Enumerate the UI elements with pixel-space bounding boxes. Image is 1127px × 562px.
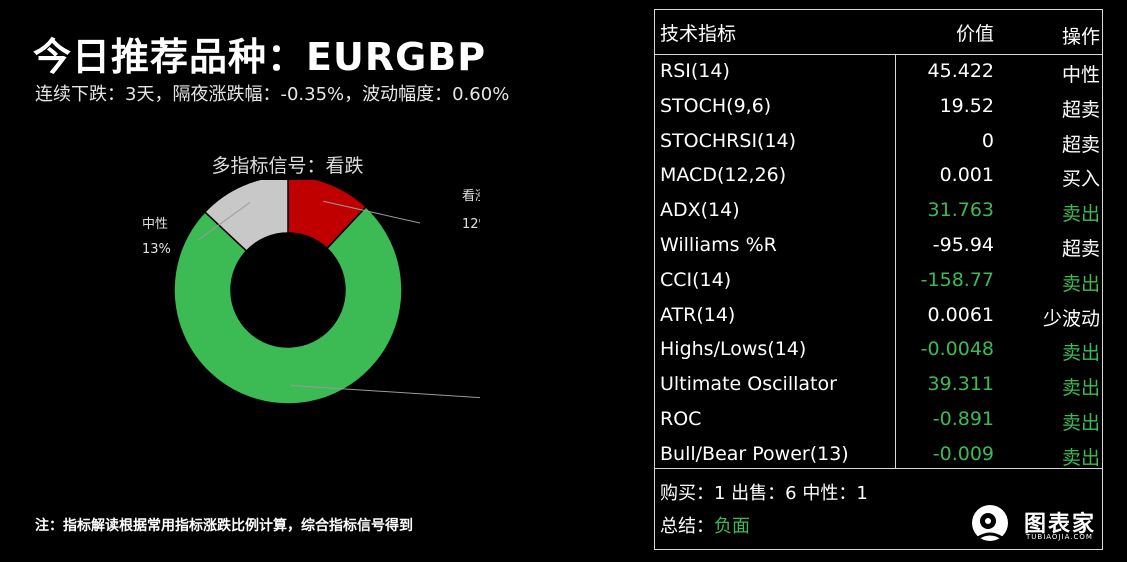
indicator-name: STOCH(9,6) [660,95,772,117]
signal-counts: 购买：1 出售：6 中性：1 [660,483,868,504]
summary-value: 负面 [714,516,750,537]
indicator-name: Williams %R [660,234,777,256]
indicator-name: MACD(12,26) [660,164,787,186]
indicator-action: 卖出 [1061,447,1100,469]
indicator-name: Ultimate Oscillator [660,373,837,395]
indicator-name: STOCHRSI(14) [660,130,797,152]
summary: 总结：负面 [660,512,750,538]
indicator-value: -95.94 [932,234,994,256]
header-value: 价值 [955,23,994,45]
indicator-name: ADX(14) [660,199,740,221]
slice-leader-line [197,201,251,241]
indicator-value: 0 [981,130,994,152]
indicator-name: ROC [660,408,702,430]
page-subtitle: 连续下跌：3天，隔夜涨跌幅：-0.35%，波动幅度：0.60% [35,84,510,105]
indicator-value: -158.77 [920,269,994,291]
indicator-action: 中性 [1061,64,1100,86]
indicator-action: 超卖 [1061,99,1100,121]
brand-logo-icon [972,505,1008,541]
indicator-value: 19.52 [939,95,994,117]
slice-leader-line [290,384,480,399]
indicator-action: 卖出 [1061,377,1100,399]
indicator-value: -0.009 [932,443,994,465]
header-indicator: 技术指标 [660,23,737,45]
indicator-action: 卖出 [1061,412,1100,434]
brand-name: 图表家 [1024,512,1097,537]
indicator-action: 超卖 [1061,134,1100,156]
slice-leader-line [323,200,421,224]
indicator-value: -0.0048 [920,338,994,360]
indicator-name: ATR(14) [660,304,736,326]
indicator-value: 31.763 [927,199,994,221]
slice-label: 中性 [142,217,168,232]
donut-slice [203,180,289,253]
indicator-name: RSI(14) [660,60,730,82]
slice-percent: 13% [142,242,171,257]
indicator-action: 卖出 [1061,203,1100,225]
slice-label: 看涨 [462,188,480,204]
chart-title: 多指标信号：看跌 [211,155,364,177]
indicator-name: Highs/Lows(14) [660,338,807,360]
indicator-action: 少波动 [1042,308,1100,330]
donut-slice [173,205,403,405]
indicator-action: 卖出 [1061,273,1100,295]
page-title: 今日推荐品种：EURGBP [33,35,487,79]
table-column-divider [895,55,896,468]
indicator-action: 超卖 [1061,238,1100,260]
indicator-value: 0.0061 [927,304,994,326]
slice-percent: 12% [462,217,480,232]
table-footer-divider [654,468,1103,469]
brand-url: TUBIAOJIA.COM [1026,533,1093,541]
table-header-divider [654,54,1103,55]
indicator-action: 买入 [1061,168,1100,190]
indicator-name: CCI(14) [660,269,732,291]
indicator-table-panel [654,9,1103,550]
footnote: 注：指标解读根据常用指标涨跌比例计算，综合指标信号得到 [35,518,413,534]
indicator-value: -0.891 [932,408,994,430]
indicator-value: 45.422 [927,60,994,82]
indicator-value: 39.311 [927,373,994,395]
indicator-value: 0.001 [939,164,994,186]
header-action: 操作 [1061,26,1100,48]
indicator-name: Bull/Bear Power(13) [660,443,849,465]
summary-label: 总结： [660,516,714,537]
indicator-action: 卖出 [1061,342,1100,364]
